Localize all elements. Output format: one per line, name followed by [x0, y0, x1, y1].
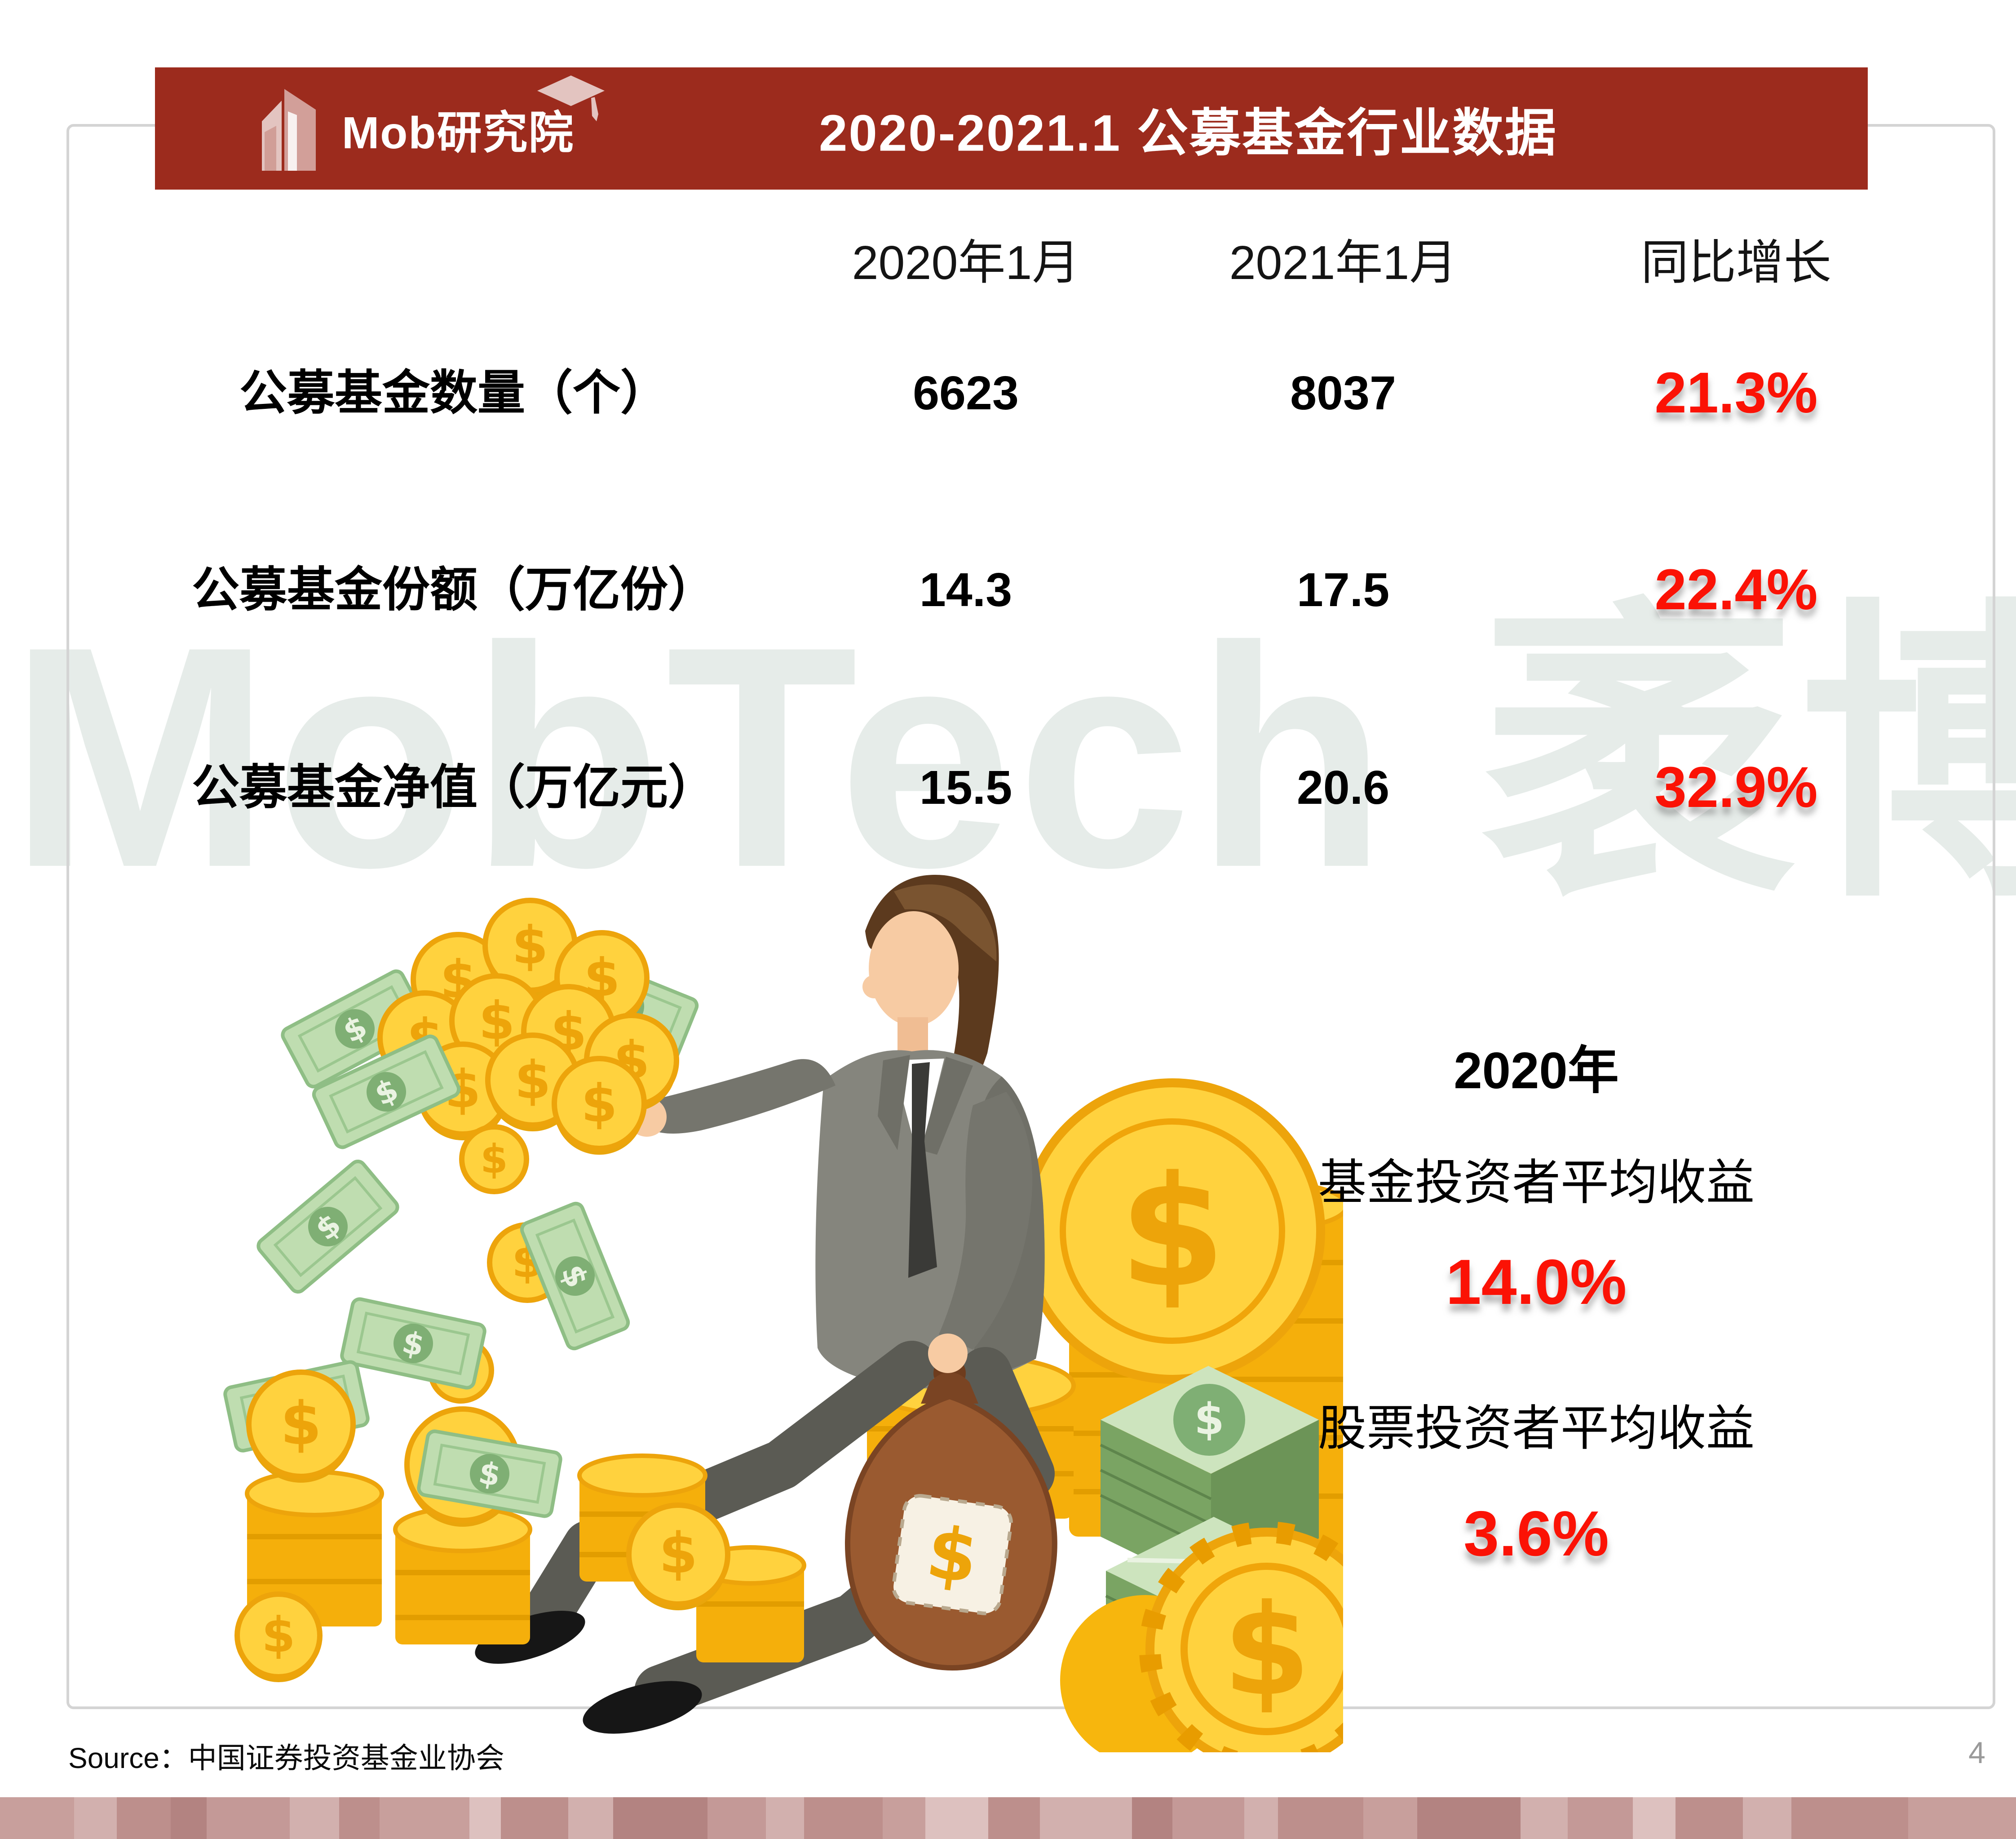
footer-stripe — [1417, 1797, 1521, 1839]
row-label: 公募基金净值（万亿元） — [192, 761, 716, 814]
footer-stripe — [380, 1797, 469, 1839]
footer-stripe — [339, 1797, 380, 1839]
growth-value: 21.3% — [1654, 361, 1818, 425]
column-header-2021-jan: 2021年1月 — [1229, 236, 1457, 289]
footer-stripe — [1743, 1797, 1791, 1839]
footer-stripe — [171, 1797, 207, 1839]
building-icon — [258, 83, 330, 175]
stock-return-value: 3.6% — [1463, 1498, 1609, 1569]
value-2021: 8037 — [1290, 367, 1396, 420]
growth-value: 32.9% — [1654, 755, 1818, 820]
svg-text:$: $ — [261, 1607, 295, 1663]
column-header-2020-jan: 2020年1月 — [852, 236, 1080, 289]
value-2020: 15.5 — [919, 761, 1012, 814]
footer-stripe — [1244, 1797, 1278, 1839]
growth-value: 22.4% — [1654, 558, 1818, 622]
coin-pile-icon: $ $ $ $ $ — [234, 1369, 806, 1682]
footer-strip — [0, 1797, 2016, 1839]
flying-bill-icon: $ — [520, 1201, 630, 1351]
footer-stripe — [1908, 1797, 2016, 1839]
footer-stripe — [766, 1797, 804, 1839]
header-band: Mob研究院 2020-2021.1 公募基金行业数据 — [155, 67, 1868, 190]
footer-stripe — [707, 1797, 766, 1839]
stock-return-label: 股票投资者平均收益 — [1317, 1401, 1755, 1455]
footer-stripe — [1278, 1797, 1363, 1839]
fund-return-value: 14.0% — [1446, 1246, 1627, 1318]
gold-coin-icon: $ — [1020, 1078, 1325, 1384]
column-header-growth: 同比增长 — [1641, 236, 1831, 289]
footer-stripe — [501, 1797, 568, 1839]
page-title: 2020-2021.1 公募基金行业数据 — [819, 105, 1557, 162]
logo-text: Mob研究院 — [342, 107, 575, 158]
svg-text:$: $ — [280, 1389, 322, 1458]
held-coins-icon: $ $ $ $ $ $ $ $ $ $ — [377, 898, 679, 1155]
svg-text:$: $ — [922, 1510, 983, 1600]
footer-stripe — [1363, 1797, 1417, 1839]
value-2020: 6623 — [913, 367, 1019, 420]
money-illustration: $ $ — [193, 845, 1394, 1777]
footer-stripe — [568, 1797, 613, 1839]
mobtech-watermark: MobTech 袤博 — [9, 581, 2016, 933]
value-2021: 17.5 — [1296, 563, 1390, 616]
flying-bill-icon: $ — [340, 1297, 486, 1390]
logo-text-wrap: Mob研究院 — [342, 75, 605, 161]
flying-bill-icon: $ — [417, 1429, 562, 1518]
businessman-arm — [928, 1092, 1033, 1373]
svg-text:$: $ — [515, 1050, 551, 1111]
footer-stripe — [804, 1797, 883, 1839]
value-2020: 14.3 — [919, 563, 1012, 616]
flying-bill-icon: $ — [256, 1159, 399, 1294]
footer-stripe — [74, 1797, 117, 1839]
row-label: 公募基金数量（个） — [239, 367, 668, 420]
footer-stripe — [1676, 1797, 1743, 1839]
footer-stripe — [925, 1797, 988, 1839]
year-heading: 2020年 — [1454, 1042, 1619, 1099]
footer-stripe — [613, 1797, 707, 1839]
footer-stripe — [290, 1797, 339, 1839]
logo: Mob研究院 — [258, 75, 605, 178]
value-2021: 20.6 — [1296, 761, 1390, 814]
footer-stripe — [883, 1797, 925, 1839]
footer-stripe — [1132, 1797, 1172, 1839]
svg-text:$: $ — [581, 1073, 618, 1134]
row-label: 公募基金份额（万亿份） — [192, 563, 716, 616]
footer-stripe — [988, 1797, 1040, 1839]
svg-text:$: $ — [1119, 1143, 1226, 1321]
footer-stripe — [1521, 1797, 1568, 1839]
footer-stripe — [1172, 1797, 1244, 1839]
footer-stripe — [1040, 1797, 1132, 1839]
footer-stripe — [0, 1797, 74, 1839]
source-note: Source：中国证券投资基金业协会 — [68, 1742, 504, 1774]
graduation-cap-icon — [533, 73, 609, 129]
footer-stripe — [469, 1797, 501, 1839]
svg-text:$: $ — [1194, 1394, 1225, 1445]
money-bag-icon: $ — [845, 1357, 1057, 1671]
footer-stripe — [1568, 1797, 1633, 1839]
fund-return-label: 基金投资者平均收益 — [1317, 1155, 1755, 1210]
footer-stripe — [1791, 1797, 1908, 1839]
footer-stripe — [117, 1797, 171, 1839]
page-number: 4 — [1968, 1736, 1985, 1770]
svg-text:$: $ — [512, 915, 548, 976]
flying-bill-icon: $ — [312, 1034, 461, 1149]
svg-text:$: $ — [659, 1521, 698, 1586]
footer-stripe — [207, 1797, 290, 1839]
svg-text:$: $ — [1223, 1578, 1311, 1724]
footer-stripe — [1633, 1797, 1676, 1839]
svg-text:$: $ — [480, 1136, 508, 1182]
